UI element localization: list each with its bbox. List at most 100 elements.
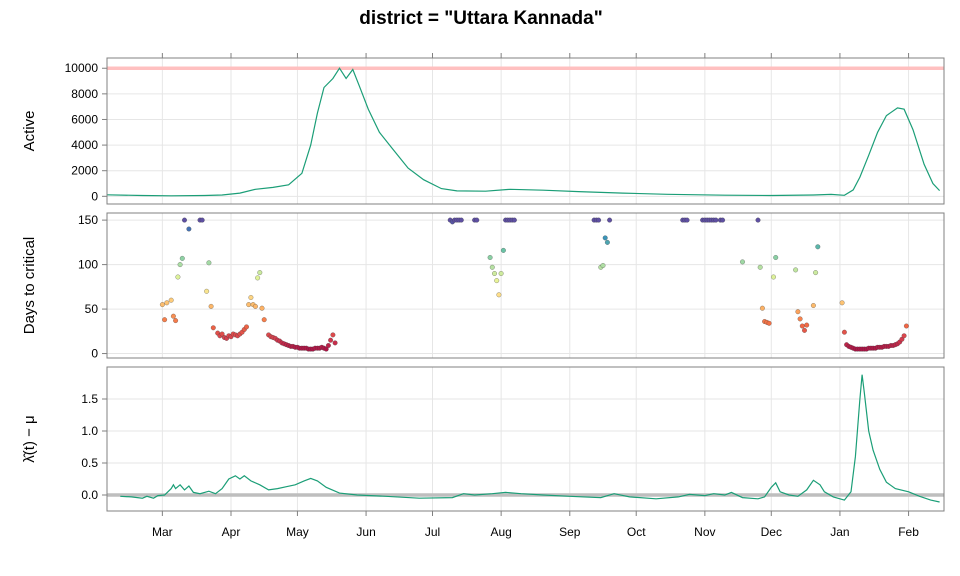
data-point (170, 313, 176, 319)
y-tick-label: 10000 (65, 61, 99, 75)
data-point (175, 274, 181, 280)
data-point (330, 332, 336, 338)
data-point (839, 300, 845, 306)
data-point (328, 337, 334, 343)
data-point (813, 270, 819, 276)
data-point (684, 217, 690, 223)
series-line-active (106, 67, 941, 197)
data-point (494, 278, 500, 284)
data-point (511, 217, 517, 223)
data-point (208, 303, 214, 309)
x-tick-label: Feb (898, 525, 919, 539)
y-tick-label: 50 (85, 302, 99, 316)
data-point (458, 217, 464, 223)
y-tick-label: 2000 (71, 164, 98, 178)
panel-frame (106, 366, 945, 512)
data-point (474, 217, 480, 223)
data-point (793, 267, 799, 273)
data-point (500, 247, 506, 253)
y-tick-label: 4000 (71, 138, 98, 152)
panel-days_to_critical: 0 50 100 150 Days to critical (21, 212, 945, 361)
data-point (755, 217, 761, 223)
data-point (600, 262, 606, 269)
x-tick-label: Dec (761, 525, 782, 539)
data-point (204, 288, 210, 294)
y-tick-label: 0 (91, 347, 98, 361)
data-point (801, 327, 808, 333)
data-point (757, 264, 763, 270)
data-point (713, 217, 719, 223)
data-point (257, 270, 263, 276)
x-tick-label: Jun (356, 525, 375, 539)
data-point (248, 294, 254, 301)
chart-title: district = "Uttara Kannada" (359, 8, 602, 29)
y-tick-label: 0.0 (81, 488, 98, 502)
data-point (261, 317, 267, 323)
x-tick-label: Jul (425, 525, 440, 539)
data-point (199, 217, 205, 223)
data-point (841, 329, 847, 335)
y-tick-label: 150 (78, 213, 98, 227)
data-point (739, 259, 746, 265)
panel-frame (106, 57, 945, 205)
panel-frame (106, 212, 945, 359)
data-point (770, 274, 777, 280)
data-point (903, 323, 909, 329)
data-point (164, 300, 170, 306)
data-point (206, 260, 212, 266)
data-point (720, 217, 726, 223)
x-tick-label: Mar (152, 525, 173, 539)
y-axis-label: Days to critical (21, 237, 38, 335)
data-point (498, 270, 504, 277)
data-point (179, 255, 185, 261)
data-point (177, 262, 183, 268)
y-axis-label: λ̂(t) − μ (21, 415, 38, 462)
y-axis-label: Active (21, 111, 38, 152)
y-tick-label: 0 (91, 189, 98, 203)
data-point (491, 270, 498, 277)
data-point (219, 331, 225, 337)
data-point (795, 309, 801, 315)
data-point (604, 239, 610, 245)
data-point (325, 342, 331, 349)
x-tick-label: May (286, 525, 309, 539)
data-point (255, 275, 261, 281)
data-point (323, 346, 329, 352)
y-tick-label: 1.0 (81, 424, 98, 438)
data-point (168, 297, 174, 303)
data-point (259, 305, 265, 311)
y-tick-label: 0.5 (81, 456, 98, 470)
data-point (243, 324, 250, 330)
data-point (210, 325, 216, 331)
data-point (489, 264, 495, 270)
x-tick-label: Jan (830, 525, 849, 539)
y-tick-label: 8000 (71, 87, 98, 101)
data-point (252, 303, 258, 309)
data-point (186, 226, 192, 232)
x-tick-label: Apr (222, 525, 241, 539)
data-point (810, 302, 816, 309)
data-point (159, 302, 165, 308)
data-point (766, 320, 772, 326)
chart-panels: 0 2000 4000 6000 8000 10000 Active 0 50 100 150 Day… (21, 53, 945, 539)
data-point (162, 317, 168, 323)
x-tick-label: Oct (627, 525, 646, 539)
x-tick-label: Nov (694, 525, 715, 539)
data-point (596, 217, 602, 223)
data-point (332, 340, 338, 346)
y-tick-label: 6000 (71, 112, 98, 126)
data-point (246, 302, 252, 308)
data-point (799, 323, 805, 329)
panel-active: 0 2000 4000 6000 8000 10000 Active (21, 57, 945, 205)
data-point (181, 217, 188, 223)
data-point (804, 322, 810, 328)
y-tick-label: 1.5 (81, 392, 98, 406)
data-point (607, 217, 613, 223)
data-point (773, 254, 779, 261)
data-point (901, 333, 907, 339)
data-point (759, 305, 765, 311)
data-point (602, 235, 608, 241)
panel-lambda_minus_mu: 0.0 0.5 1.0 1.5 λ̂(t) − μ (21, 366, 945, 512)
x-tick-label: Sep (559, 525, 581, 539)
